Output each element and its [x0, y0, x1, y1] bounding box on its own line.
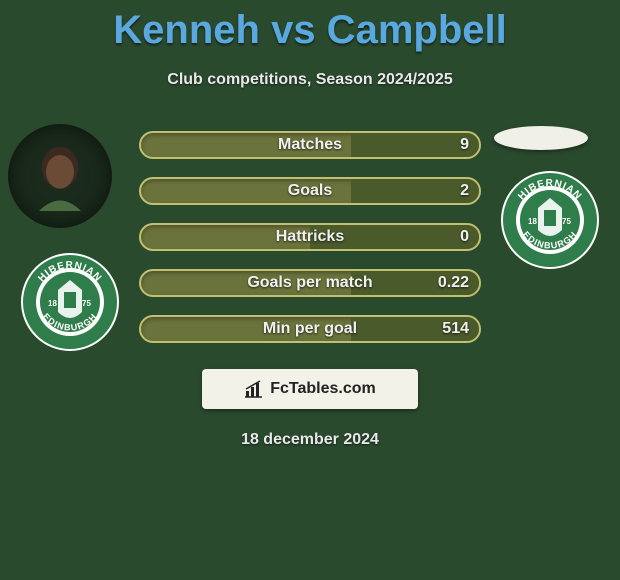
stat-right-value: 9 — [460, 136, 469, 154]
stat-right-value: 2 — [460, 182, 469, 200]
brand-box[interactable]: FcTables.com — [202, 369, 418, 409]
subtitle: Club competitions, Season 2024/2025 — [0, 71, 620, 89]
stat-row-min-per-goal: Min per goal 514 — [139, 315, 481, 343]
svg-text:18: 18 — [528, 217, 537, 226]
stat-label: Goals per match — [141, 274, 479, 292]
brand-text: FcTables.com — [270, 380, 376, 398]
svg-text:18: 18 — [48, 299, 57, 308]
stat-label: Goals — [141, 182, 479, 200]
club-badge-left: HIBERNIAN EDINBURGH 18 75 — [20, 252, 120, 352]
hibernian-badge-icon: HIBERNIAN EDINBURGH 18 75 — [20, 252, 120, 352]
club-badge-right: HIBERNIAN EDINBURGH 18 75 — [500, 170, 600, 270]
bar-chart-icon — [244, 379, 264, 399]
date-text: 18 december 2024 — [0, 431, 620, 449]
player-left-avatar — [8, 124, 112, 228]
stat-right-value: 0.22 — [438, 274, 469, 292]
stat-label: Matches — [141, 136, 479, 154]
hibernian-badge-icon: HIBERNIAN EDINBURGH 18 75 — [500, 170, 600, 270]
stat-row-matches: Matches 9 — [139, 131, 481, 159]
svg-text:75: 75 — [82, 299, 91, 308]
stat-label: Hattricks — [141, 228, 479, 246]
svg-text:75: 75 — [562, 217, 571, 226]
stat-right-value: 514 — [442, 320, 469, 338]
stat-row-goals-per-match: Goals per match 0.22 — [139, 269, 481, 297]
stat-row-goals: Goals 2 — [139, 177, 481, 205]
avatar-silhouette-icon — [25, 141, 95, 211]
stat-row-hattricks: Hattricks 0 — [139, 223, 481, 251]
player-right-placeholder — [494, 126, 588, 150]
stat-right-value: 0 — [460, 228, 469, 246]
page-title: Kenneh vs Campbell — [0, 0, 620, 53]
stat-label: Min per goal — [141, 320, 479, 338]
